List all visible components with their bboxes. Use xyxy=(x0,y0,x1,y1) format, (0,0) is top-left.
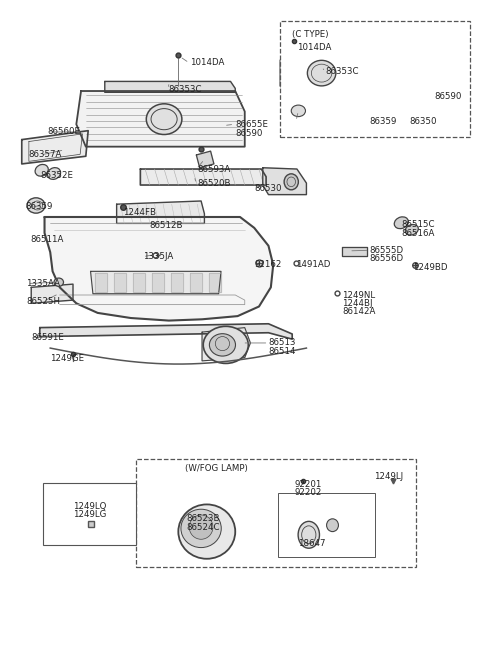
Text: 1249NL: 1249NL xyxy=(342,290,376,299)
Text: 1335JA: 1335JA xyxy=(143,252,173,261)
Text: 86590: 86590 xyxy=(235,129,263,138)
Polygon shape xyxy=(320,522,351,539)
Ellipse shape xyxy=(298,521,320,548)
Polygon shape xyxy=(209,273,221,292)
Text: 18647: 18647 xyxy=(298,539,325,548)
Text: 1244BJ: 1244BJ xyxy=(342,299,373,308)
Ellipse shape xyxy=(203,326,248,363)
Text: 86525H: 86525H xyxy=(26,297,60,306)
Text: 86591E: 86591E xyxy=(31,333,64,342)
Text: 86511A: 86511A xyxy=(30,235,64,244)
Text: 1249LG: 1249LG xyxy=(73,510,107,519)
Text: 86357A: 86357A xyxy=(29,150,62,159)
Ellipse shape xyxy=(394,217,408,229)
Text: 86353C: 86353C xyxy=(325,67,359,76)
Text: 86352E: 86352E xyxy=(41,171,74,180)
Polygon shape xyxy=(114,273,126,292)
Polygon shape xyxy=(133,273,145,292)
Polygon shape xyxy=(140,169,266,185)
Text: 86359: 86359 xyxy=(25,203,53,212)
Ellipse shape xyxy=(35,164,48,176)
Ellipse shape xyxy=(181,509,221,548)
Polygon shape xyxy=(263,168,306,195)
Ellipse shape xyxy=(54,278,63,286)
Text: 1014DA: 1014DA xyxy=(190,59,225,67)
Text: 86530: 86530 xyxy=(254,184,282,193)
Ellipse shape xyxy=(146,104,182,135)
Text: 86359: 86359 xyxy=(370,117,397,126)
Polygon shape xyxy=(280,51,371,95)
Polygon shape xyxy=(45,217,273,321)
Polygon shape xyxy=(22,131,88,164)
Text: 86350: 86350 xyxy=(410,117,437,126)
Text: 86556D: 86556D xyxy=(370,254,404,263)
Ellipse shape xyxy=(179,504,235,559)
Text: 86593A: 86593A xyxy=(197,164,230,174)
Text: 1249BD: 1249BD xyxy=(413,263,448,272)
Text: (W/FOG LAMP): (W/FOG LAMP) xyxy=(185,464,248,473)
Text: 86555D: 86555D xyxy=(370,246,404,255)
Bar xyxy=(278,493,375,557)
Polygon shape xyxy=(190,273,202,292)
Ellipse shape xyxy=(209,333,236,356)
Polygon shape xyxy=(202,328,251,361)
Text: 1249LJ: 1249LJ xyxy=(374,472,403,481)
Text: 86524C: 86524C xyxy=(187,522,220,531)
Polygon shape xyxy=(96,273,107,292)
Polygon shape xyxy=(40,324,292,339)
Polygon shape xyxy=(171,273,183,292)
Ellipse shape xyxy=(284,174,299,190)
Polygon shape xyxy=(371,54,430,94)
Text: 1244FB: 1244FB xyxy=(123,208,156,217)
Text: 92201: 92201 xyxy=(295,480,322,489)
Polygon shape xyxy=(287,45,367,50)
Text: 86655E: 86655E xyxy=(235,120,268,129)
Text: (C TYPE): (C TYPE) xyxy=(292,30,329,39)
Ellipse shape xyxy=(326,519,338,531)
Text: 1249LQ: 1249LQ xyxy=(73,502,107,511)
Polygon shape xyxy=(91,272,221,293)
Polygon shape xyxy=(117,201,204,223)
Polygon shape xyxy=(342,247,367,256)
Text: 1335AA: 1335AA xyxy=(26,279,60,288)
Polygon shape xyxy=(185,535,227,548)
Text: 86515C: 86515C xyxy=(401,220,435,229)
Ellipse shape xyxy=(27,198,45,213)
Text: 92162: 92162 xyxy=(254,261,282,270)
Bar xyxy=(280,21,470,137)
Text: 86590: 86590 xyxy=(434,92,462,101)
Text: 92202: 92202 xyxy=(295,488,322,497)
Text: 86513: 86513 xyxy=(268,339,296,348)
Text: 1014DA: 1014DA xyxy=(297,43,331,52)
Polygon shape xyxy=(196,151,214,168)
Text: 86520B: 86520B xyxy=(197,179,231,188)
Bar xyxy=(43,483,136,545)
Polygon shape xyxy=(105,81,235,92)
Text: 86512B: 86512B xyxy=(150,221,183,230)
Text: 86560E: 86560E xyxy=(48,128,81,137)
Ellipse shape xyxy=(307,61,336,86)
Polygon shape xyxy=(152,273,164,292)
Polygon shape xyxy=(76,91,245,146)
Bar xyxy=(136,459,416,567)
Text: 86516A: 86516A xyxy=(401,229,435,238)
Text: 86523B: 86523B xyxy=(187,514,220,523)
Text: 1491AD: 1491AD xyxy=(296,261,330,270)
Text: 86142A: 86142A xyxy=(342,307,376,316)
Text: 86514: 86514 xyxy=(268,347,296,356)
Text: 86353C: 86353C xyxy=(169,84,203,94)
Ellipse shape xyxy=(48,168,60,179)
Ellipse shape xyxy=(189,515,213,539)
Text: 1249GE: 1249GE xyxy=(50,355,84,363)
Ellipse shape xyxy=(291,105,305,117)
Polygon shape xyxy=(368,115,430,120)
Ellipse shape xyxy=(405,224,419,235)
Polygon shape xyxy=(31,284,73,303)
